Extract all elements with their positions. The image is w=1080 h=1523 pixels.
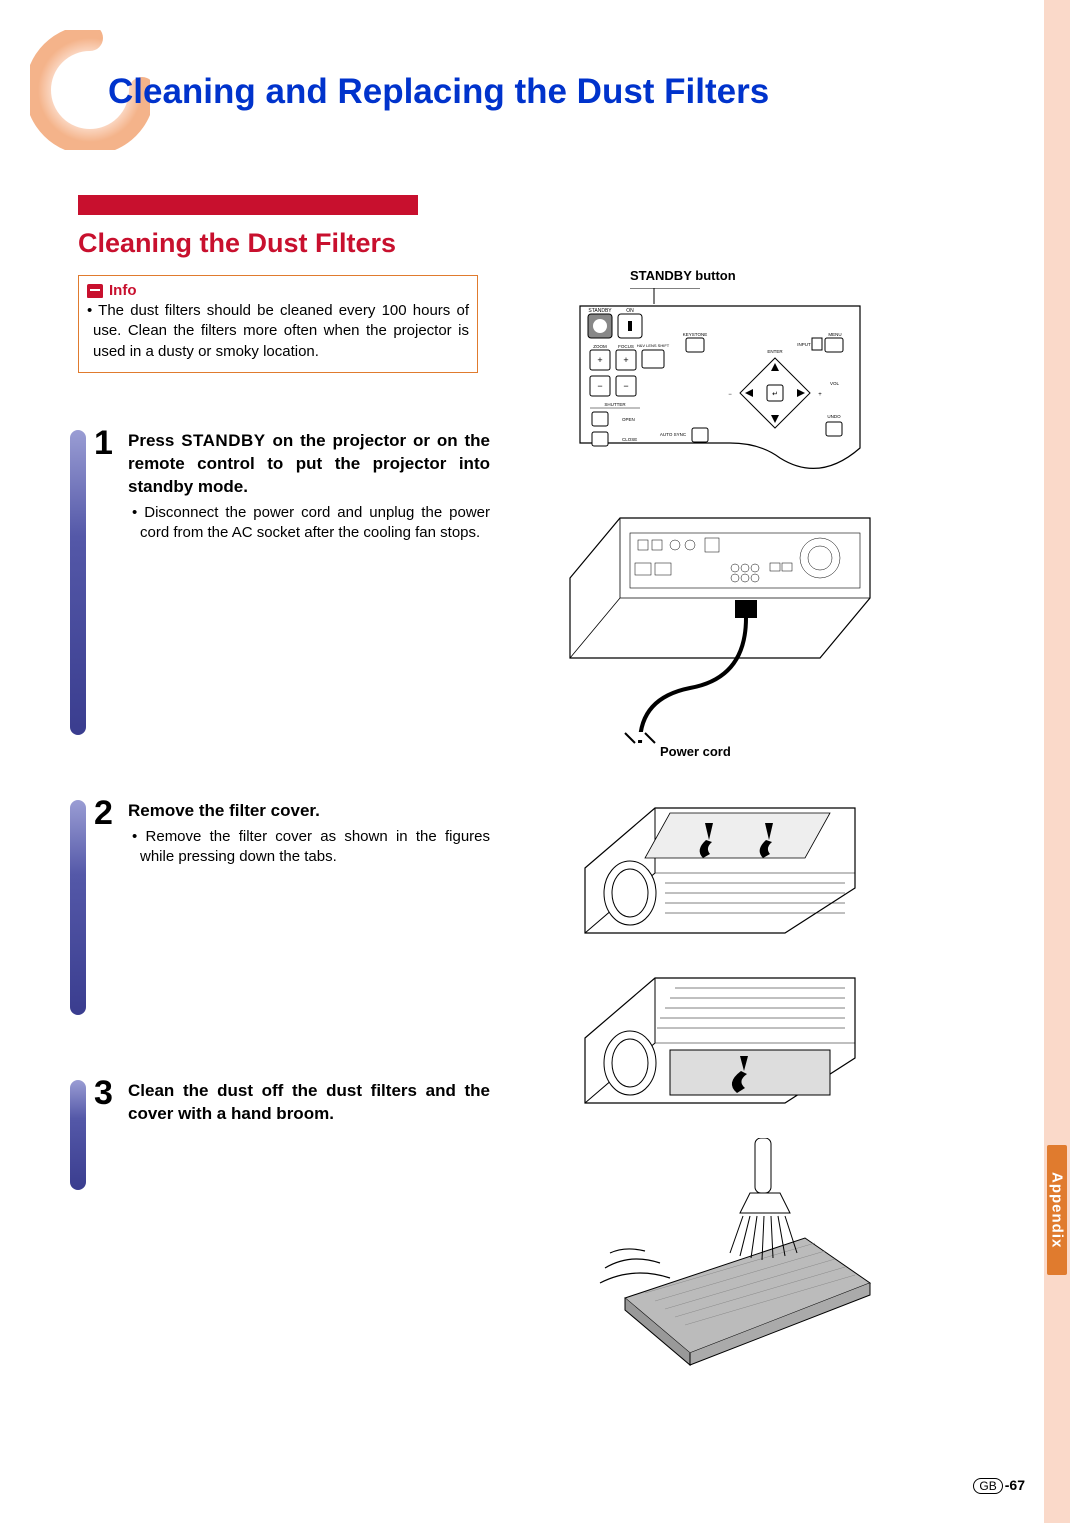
step-body: Clean the dust off the dust fil­ters and…	[128, 1080, 490, 1126]
info-box: Info The dust filters should be cleaned …	[78, 275, 478, 373]
svg-text:MENU: MENU	[828, 332, 841, 337]
step-sub: Remove the filter cover as shown in the …	[128, 827, 490, 868]
svg-text:STANDBY: STANDBY	[588, 308, 612, 314]
svg-text:↵: ↵	[772, 391, 778, 398]
step-gradient-bar	[70, 430, 86, 735]
svg-text:SHUTTER: SHUTTER	[604, 402, 626, 407]
step-1: 1 Press STANDBY on the projec­tor or on …	[70, 430, 490, 543]
svg-text:−: −	[728, 392, 732, 398]
step-heading: Remove the filter cover.	[128, 800, 490, 823]
section-title: Cleaning the Dust Filters	[78, 228, 396, 259]
svg-text:VOL: VOL	[830, 381, 840, 386]
appendix-tab: Appendix	[1047, 1145, 1067, 1275]
step-gradient-bar	[70, 800, 86, 1015]
page-title: Cleaning and Replacing the Dust Filters	[108, 72, 769, 112]
svg-text:ZOOM: ZOOM	[593, 344, 607, 349]
step-heading-standby: STANDBY	[181, 431, 265, 450]
section-divider	[78, 195, 418, 215]
svg-text:ENTER: ENTER	[767, 349, 783, 354]
svg-text:UNDO: UNDO	[827, 414, 841, 419]
info-body-text: The dust filters should be cleaned every…	[87, 301, 469, 362]
book-icon	[87, 284, 103, 298]
svg-text:ON: ON	[626, 308, 634, 314]
info-label-row: Info	[87, 282, 469, 299]
projector-powercord-figure: Power cord	[545, 508, 885, 758]
svg-text:+: +	[623, 355, 628, 365]
svg-text:AUTO SYNC: AUTO SYNC	[660, 432, 687, 437]
svg-text:−: −	[597, 381, 602, 391]
step-number: 2	[94, 794, 113, 833]
control-panel-figure: STANDBY ON + + − − ZOOM FOCUS H&V LENS S…	[560, 288, 870, 508]
filter-cover-top-figure	[575, 788, 875, 938]
step-gradient-bar	[70, 1080, 86, 1190]
step-2: 2 Remove the filter cover. Remove the fi…	[70, 800, 490, 867]
page-header: Cleaning and Replacing the Dust Filters	[30, 30, 930, 140]
svg-text:KEYSTONE: KEYSTONE	[683, 332, 707, 337]
step-number: 1	[94, 424, 113, 463]
filter-cover-front-figure	[575, 958, 875, 1108]
step-heading: Clean the dust off the dust fil­ters and…	[128, 1080, 490, 1126]
power-cord-label: Power cord	[660, 744, 731, 758]
step-sub: Disconnect the power cord and unplug the…	[128, 503, 490, 544]
side-tab	[1044, 0, 1070, 1523]
svg-text:+: +	[597, 355, 602, 365]
svg-text:−: −	[623, 381, 628, 391]
svg-text:FOCUS: FOCUS	[618, 344, 634, 349]
step-heading-pre: Press	[128, 431, 181, 450]
page-number-prefix: GB	[973, 1478, 1002, 1494]
step-number: 3	[94, 1074, 113, 1113]
svg-text:OPEN: OPEN	[622, 417, 635, 422]
info-label-text: Info	[109, 282, 137, 299]
svg-text:CLOSE: CLOSE	[622, 437, 637, 442]
page-number: GB-67	[973, 1477, 1025, 1493]
svg-text:INPUT: INPUT	[797, 342, 811, 347]
svg-text:+: +	[818, 392, 822, 398]
figures-column: STANDBY button STANDBY ON + + − − ZOOM F…	[545, 268, 925, 1373]
hand-broom-figure	[565, 1138, 885, 1368]
step-3: 3 Clean the dust off the dust fil­ters a…	[70, 1080, 490, 1126]
standby-button-label: STANDBY button	[630, 268, 736, 283]
svg-text:H&V LENS SHIFT: H&V LENS SHIFT	[637, 343, 670, 348]
step-body: Press STANDBY on the projec­tor or on th…	[128, 430, 490, 543]
step-heading: Press STANDBY on the projec­tor or on th…	[128, 430, 490, 499]
page-number-value: -67	[1005, 1477, 1025, 1493]
step-body: Remove the filter cover. Remove the filt…	[128, 800, 490, 867]
